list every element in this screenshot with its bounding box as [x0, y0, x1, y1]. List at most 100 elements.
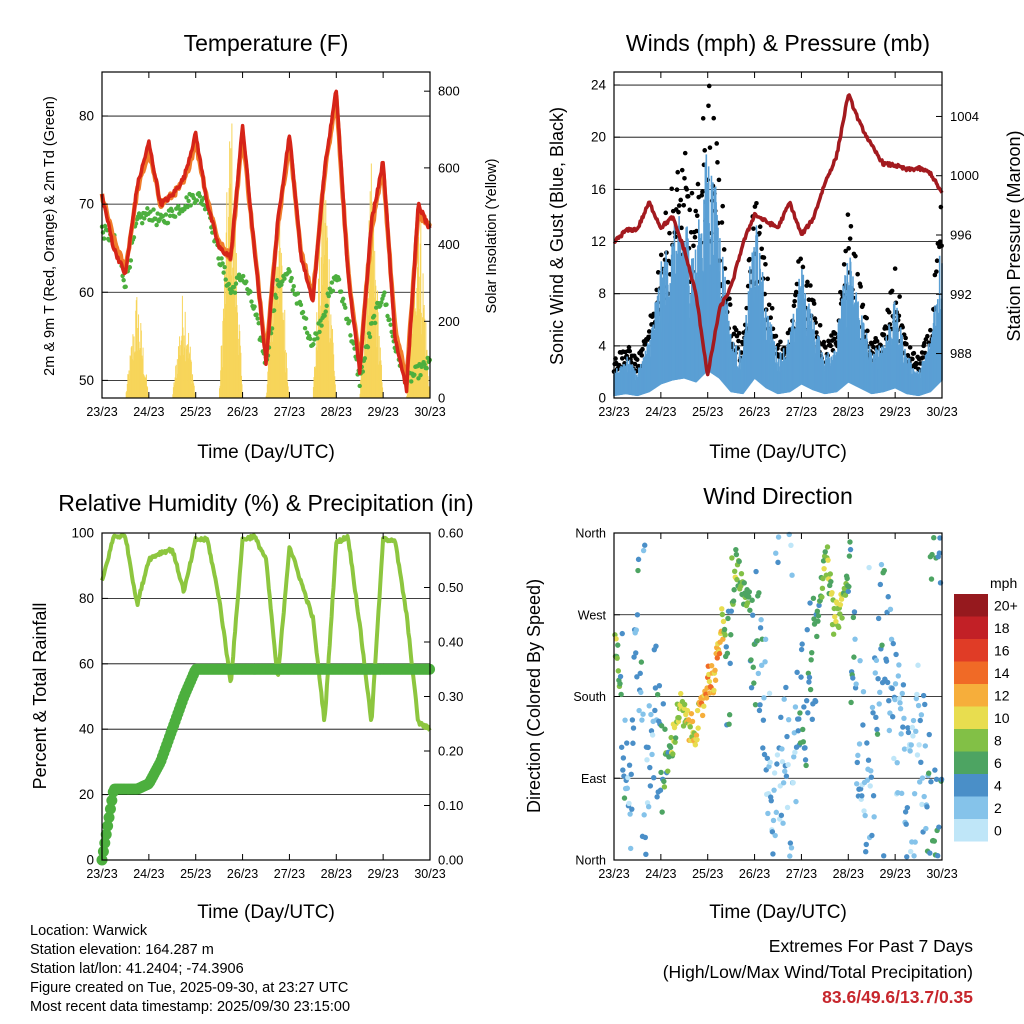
dewpoint-point: [388, 322, 393, 327]
direction-point: [756, 590, 762, 596]
dewpoint-point: [387, 317, 392, 322]
direction-point: [770, 851, 776, 857]
extremes-box: Extremes For Past 7 Days (High/Low/Max W…: [663, 934, 973, 1011]
direction-point: [934, 853, 941, 859]
gust-point: [928, 327, 933, 333]
direction-point: [633, 650, 639, 656]
direction-point: [900, 724, 906, 730]
dewpoint-point: [308, 336, 313, 342]
temp-9m-line: [99, 94, 433, 386]
direction-point: [639, 717, 645, 723]
dewpoint-point: [176, 203, 181, 209]
gust-point: [805, 279, 810, 285]
y2-tick-label: 800: [438, 84, 460, 99]
direction-point: [847, 546, 854, 553]
direction-point: [649, 732, 656, 738]
direction-point: [805, 710, 811, 716]
dewpoint-point: [140, 220, 145, 226]
direction-point: [811, 616, 817, 622]
y-tick-label: 20: [591, 130, 606, 145]
direction-point: [659, 809, 665, 815]
direction-point: [741, 580, 747, 586]
direction-point: [907, 748, 913, 754]
direction-panel: Wind Direction North East South West North 2…: [524, 483, 1018, 923]
direction-point: [764, 755, 771, 762]
direction-point: [865, 757, 872, 763]
direction-point: [714, 655, 720, 661]
direction-point: [936, 824, 942, 830]
direction-point: [819, 585, 826, 592]
humidity-panel: Relative Humidity (%) & Precipitation (i…: [30, 490, 474, 923]
direction-point: [703, 695, 710, 701]
dewpoint-point: [145, 206, 150, 211]
x-tick-label: 29/23: [880, 405, 911, 419]
direction-point: [892, 681, 899, 687]
direction-point: [869, 704, 876, 711]
direction-point: [921, 793, 927, 800]
direction-point: [896, 695, 903, 702]
direction-point: [757, 625, 764, 631]
direction-point: [720, 618, 727, 625]
direction-point: [807, 600, 813, 606]
y-tick-label: 0: [598, 391, 606, 406]
direction-point: [851, 609, 858, 615]
dewpoint-point: [371, 313, 377, 319]
direction-point: [761, 695, 767, 701]
direction-point: [748, 657, 754, 663]
y2-tick-label: 0.40: [438, 635, 463, 650]
legend-swatch: [954, 706, 988, 729]
dewpoint-point: [317, 329, 322, 335]
direction-point: [828, 578, 834, 585]
direction-point: [645, 803, 652, 810]
x-tick-label: 23/23: [86, 405, 117, 419]
direction-point: [774, 761, 780, 767]
direction-point: [662, 726, 668, 732]
gust-point: [773, 333, 779, 339]
gust-point: [733, 327, 739, 333]
x-tick-label: 25/23: [180, 405, 211, 419]
dewpoint-point: [148, 209, 153, 214]
direction-point: [871, 814, 877, 820]
direction-point: [890, 714, 896, 720]
dewpoint-point: [154, 222, 159, 228]
gust-point: [706, 83, 712, 89]
gust-point: [934, 269, 939, 274]
direction-point: [744, 600, 751, 606]
direction-point: [627, 811, 633, 817]
direction-point: [893, 651, 899, 658]
legend-title: mph: [990, 575, 1017, 591]
gust-point: [727, 296, 732, 302]
gust-point: [720, 203, 726, 209]
direction-point: [917, 717, 923, 724]
direction-xlabel: Time (Day/UTC): [709, 902, 847, 923]
direction-point: [879, 642, 885, 648]
direction-point: [642, 834, 649, 841]
gust-point: [719, 220, 725, 225]
direction-point: [620, 755, 627, 761]
direction-point: [909, 724, 916, 731]
legend-label: 2: [994, 800, 1002, 816]
direction-point: [845, 588, 851, 595]
dewpoint-point: [233, 281, 239, 286]
gust-point: [727, 302, 733, 307]
humidity-title: Relative Humidity (%) & Precipitation (i…: [58, 490, 473, 516]
direction-point: [832, 614, 838, 620]
gust-point: [619, 356, 625, 361]
direction-point: [653, 643, 659, 649]
direction-point: [936, 550, 943, 556]
gust-point: [694, 213, 700, 218]
dewpoint-point: [366, 331, 372, 336]
dewpoint-point: [298, 302, 304, 308]
direction-point: [815, 618, 821, 624]
direction-point: [806, 679, 812, 685]
direction-point: [635, 556, 642, 563]
extremes-line2: (High/Low/Max Wind/Total Precipitation): [662, 961, 973, 982]
direction-point: [911, 790, 918, 797]
precip-point: [103, 811, 115, 823]
direction-point: [877, 581, 884, 588]
direction-point: [767, 759, 773, 766]
gust-point: [700, 116, 706, 121]
direction-point: [641, 812, 647, 818]
gust-point: [714, 141, 720, 146]
direction-point: [846, 583, 852, 590]
